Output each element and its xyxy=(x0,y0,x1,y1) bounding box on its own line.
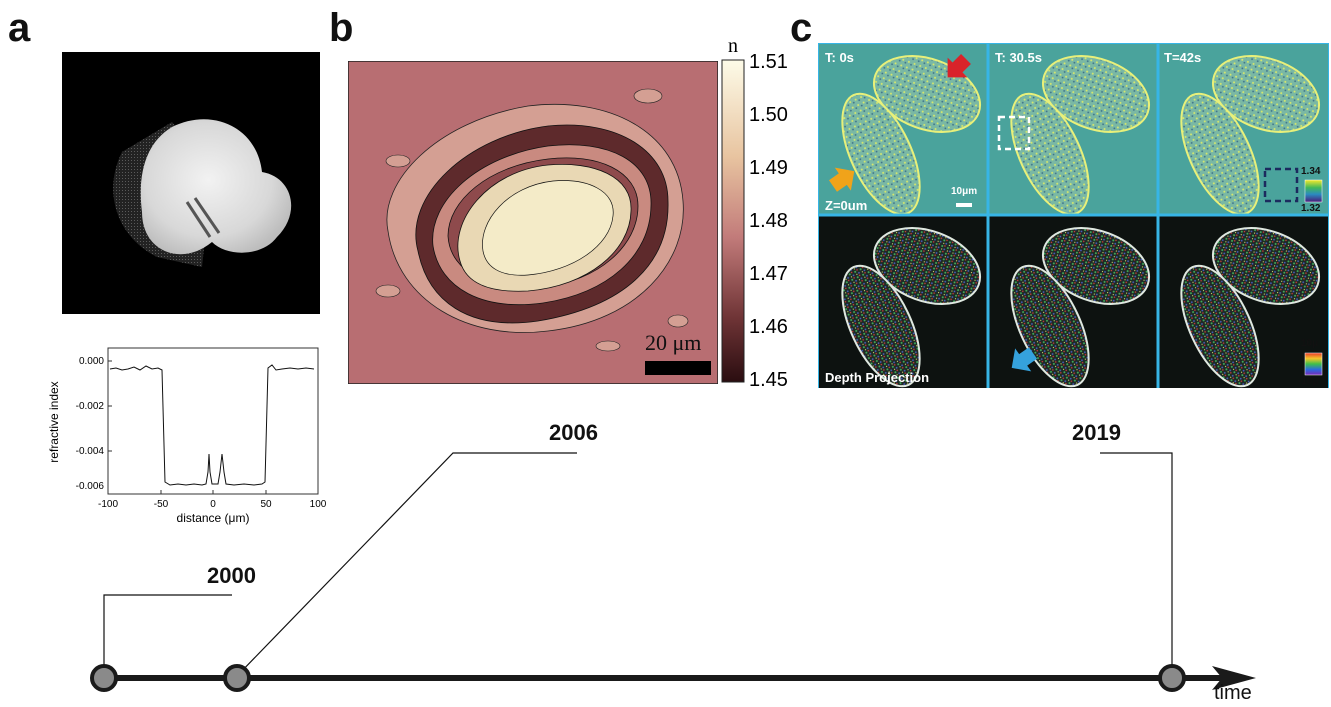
time-label-1: T: 30.5s xyxy=(995,50,1042,65)
depth-projection-label: Depth Projection xyxy=(825,370,930,385)
depth-colorbar-max: 10μ xyxy=(1301,338,1319,349)
panel-letter-a: a xyxy=(8,6,31,50)
cbar-tick-0: 1.51 xyxy=(749,51,788,73)
xtick-4: 100 xyxy=(310,499,327,510)
orange-arrow-icon xyxy=(828,167,855,192)
depth-colorbar xyxy=(1304,352,1323,376)
timeline-node-2006 xyxy=(223,664,251,692)
ri-colorbar-max: 1.34 xyxy=(1301,166,1321,177)
year-2019: 2019 xyxy=(1072,420,1121,445)
ri-colorbar xyxy=(1304,179,1323,203)
cbar-tick-6: 1.45 xyxy=(749,369,788,391)
roi-box-white xyxy=(997,115,1031,151)
xtick-1: -50 xyxy=(154,499,169,510)
time-label-0: T: 0s xyxy=(825,50,854,65)
ytick-0: 0.000 xyxy=(79,356,104,367)
year-2006: 2006 xyxy=(549,420,598,445)
blue-arrow-icon xyxy=(1011,347,1038,372)
c-scale-label: 10μm xyxy=(951,186,978,197)
cbar-tick-3: 1.48 xyxy=(749,210,788,232)
scale-bar xyxy=(645,361,711,375)
ytick-1: -0.002 xyxy=(76,401,105,412)
cbar-tick-5: 1.46 xyxy=(749,316,788,338)
c-scale-bar xyxy=(956,203,972,207)
roi-box-navy xyxy=(1263,167,1299,203)
cell-image-grid xyxy=(818,43,1329,388)
profile-curve xyxy=(109,364,315,486)
time-axis-label: time xyxy=(1214,682,1252,704)
colorbar-title: n xyxy=(728,36,738,57)
time-arrow-icon xyxy=(1212,666,1256,690)
depth-colorbar-min: -10μ xyxy=(1298,376,1319,387)
xtick-2: 0 xyxy=(210,499,216,510)
year-2000: 2000 xyxy=(207,563,256,588)
cbar-tick-1: 1.50 xyxy=(749,104,788,126)
red-arrow-icon xyxy=(947,54,971,78)
panel-letter-c: c xyxy=(790,6,813,50)
refractive-index-contour-map xyxy=(348,61,718,384)
ri-colorbar-min: 1.32 xyxy=(1301,203,1321,214)
ytick-3: -0.006 xyxy=(76,481,105,492)
xtick-0: -100 xyxy=(98,499,118,510)
panel-letter-b: b xyxy=(329,6,354,50)
timeline-node-2019 xyxy=(1158,664,1186,692)
z-label: Z=0um xyxy=(825,198,868,213)
plot-ylabel: refractive index xyxy=(47,381,61,462)
scale-bar-label: 20 μm xyxy=(645,330,702,355)
ytick-2: -0.004 xyxy=(76,446,105,457)
refractive-index-profile-plot: 0.000 -0.002 -0.004 -0.006 -100 -50 0 50… xyxy=(47,347,327,525)
plot-xlabel: distance (μm) xyxy=(177,511,250,525)
xtick-3: 50 xyxy=(260,499,272,510)
cbar-tick-4: 1.47 xyxy=(749,263,788,285)
fiber-tomogram-image xyxy=(62,52,320,314)
colorbar-n: n 1.51 1.50 1.49 1.48 1.47 1.46 1.45 xyxy=(721,36,788,391)
cbar-tick-2: 1.49 xyxy=(749,157,788,179)
timeline-node-2000 xyxy=(90,664,118,692)
time-label-2: T=42s xyxy=(1164,50,1202,65)
